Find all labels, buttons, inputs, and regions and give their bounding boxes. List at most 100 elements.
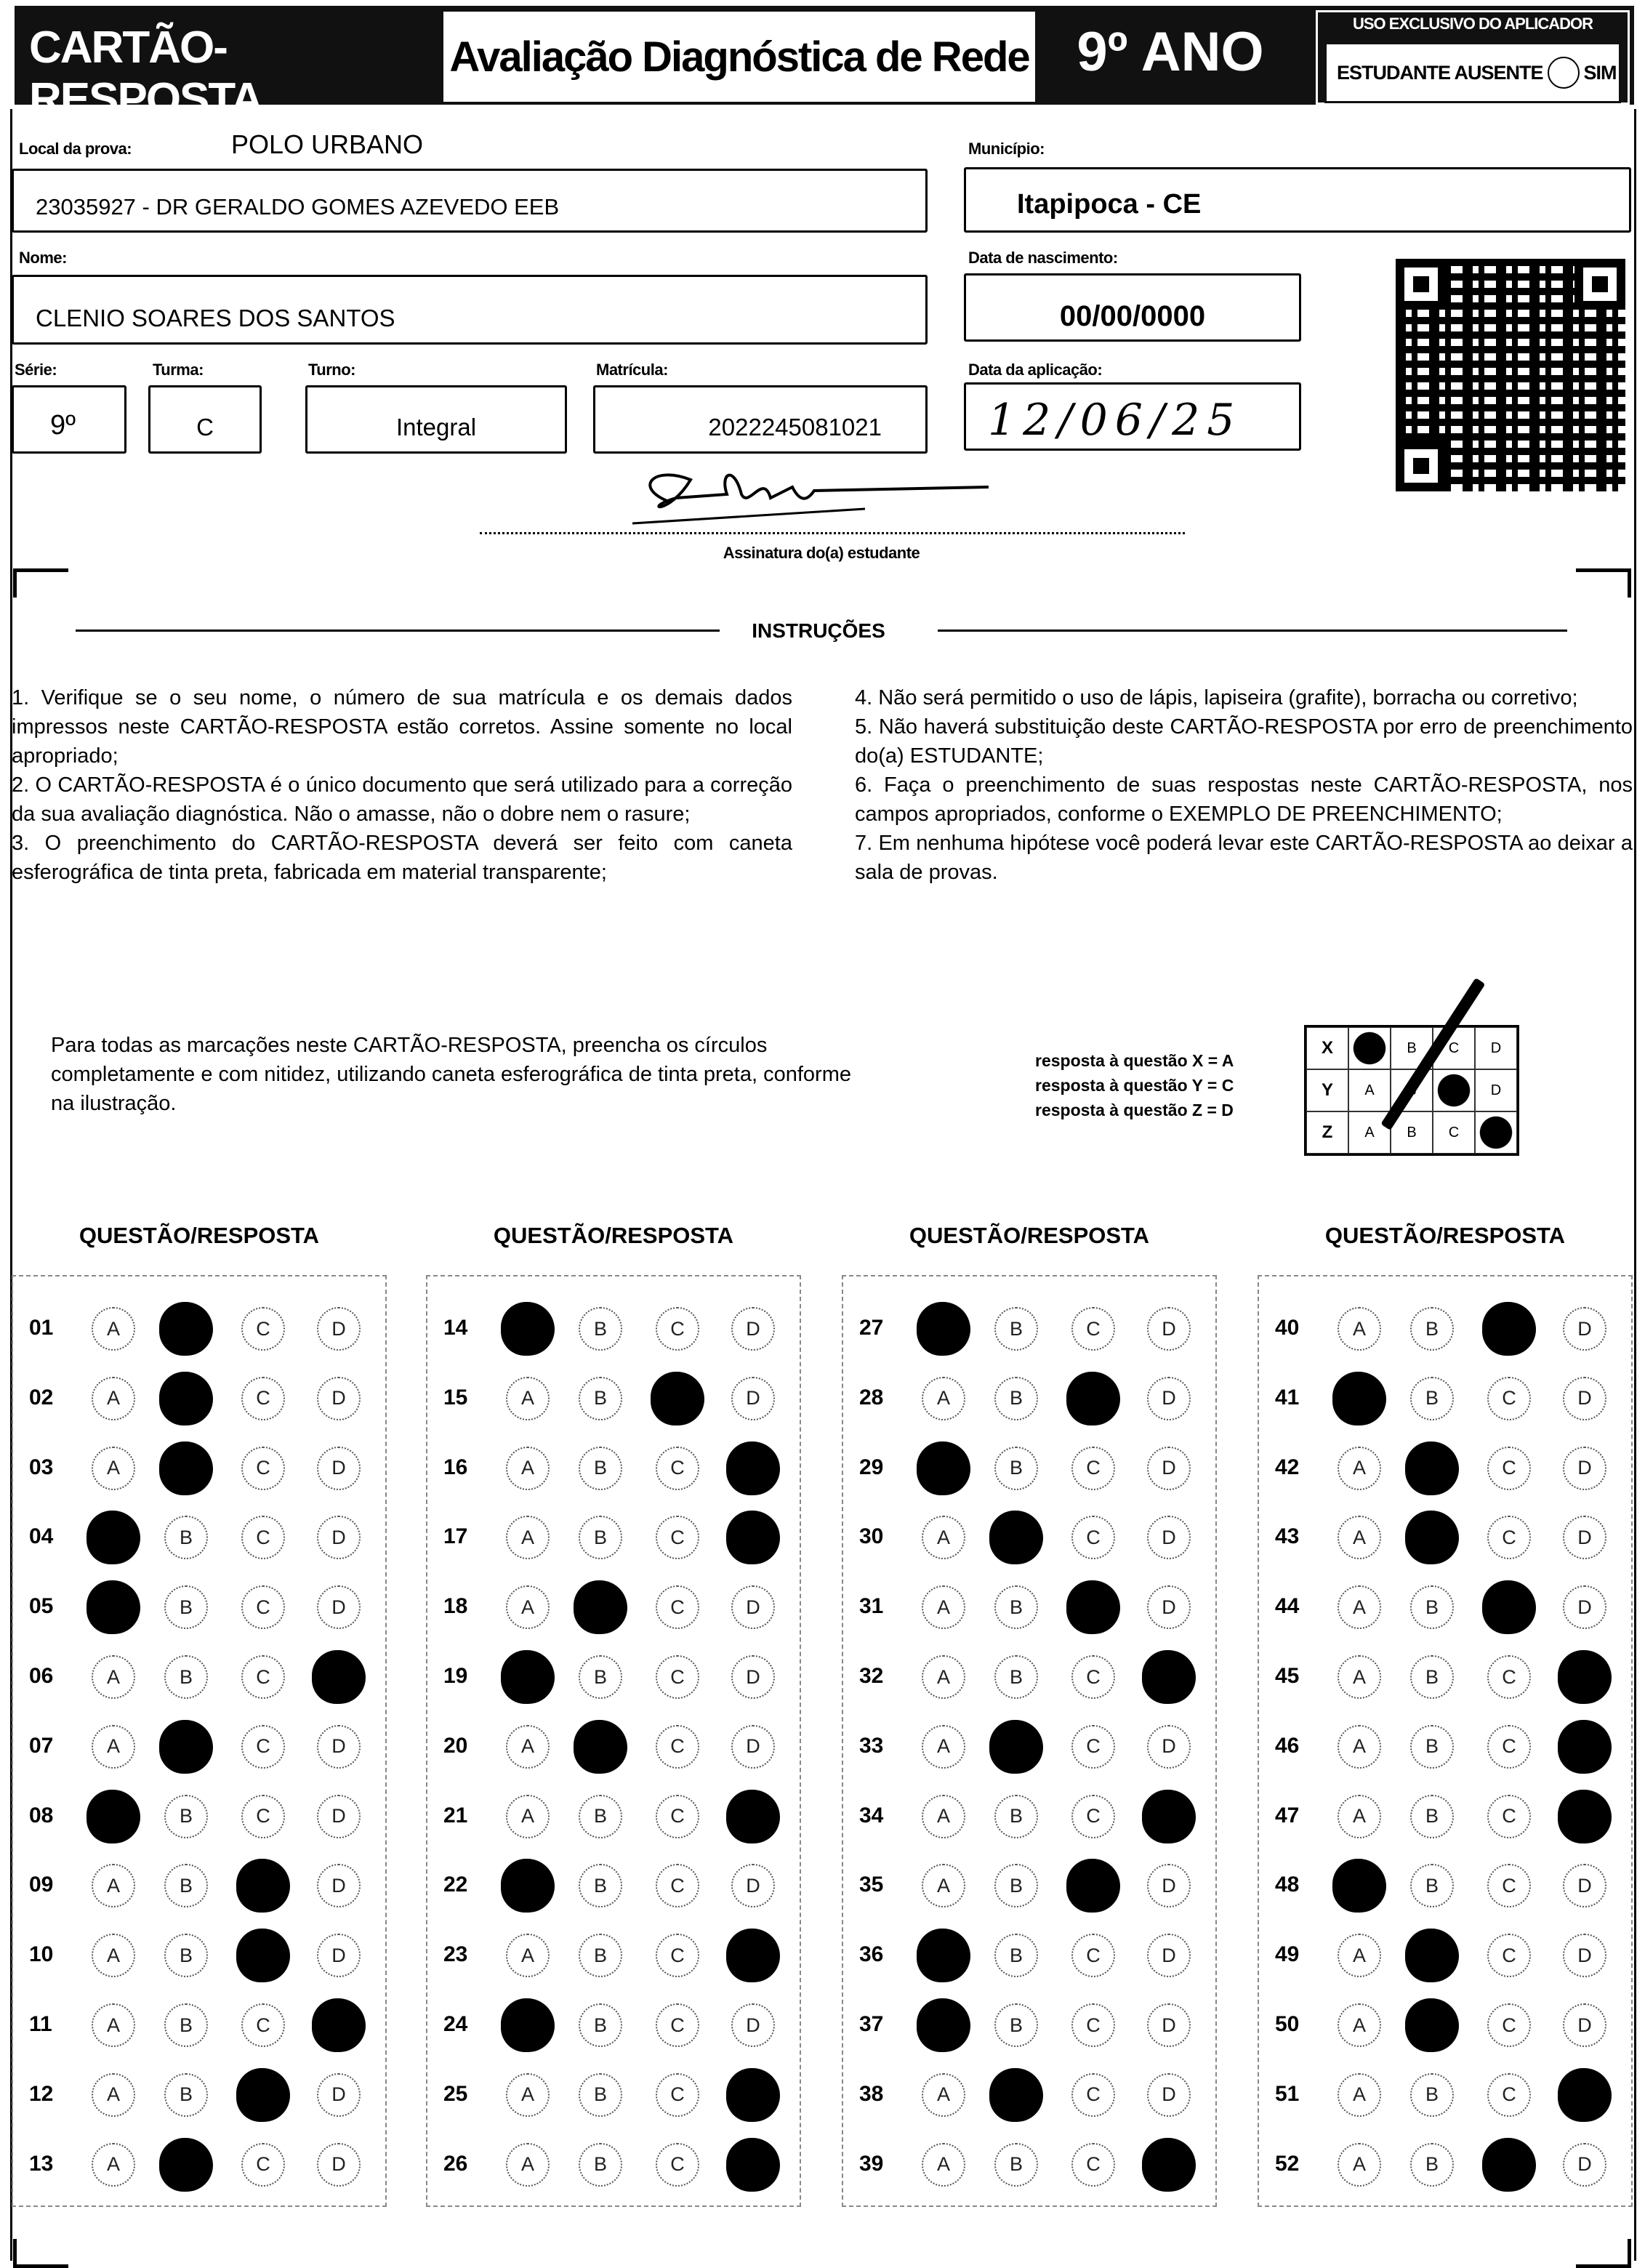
answer-bubble[interactable]: D <box>1147 1724 1191 1769</box>
answer-bubble-filled[interactable]: C <box>236 1859 290 1913</box>
answer-bubble[interactable]: D <box>731 1864 775 1908</box>
answer-bubble[interactable]: D <box>1563 2003 1606 2047</box>
answer-bubble-filled[interactable]: D <box>1142 2137 1196 2192</box>
answer-bubble[interactable]: B <box>579 1934 622 1978</box>
answer-bubble[interactable]: C <box>1071 1794 1115 1838</box>
answer-bubble[interactable]: B <box>994 1934 1038 1978</box>
answer-bubble[interactable]: B <box>1410 2072 1454 2117</box>
answer-bubble[interactable]: A <box>1338 2003 1381 2047</box>
answer-bubble-filled[interactable]: C <box>651 1371 704 1425</box>
answer-bubble[interactable]: D <box>731 1307 775 1351</box>
answer-bubble[interactable]: D <box>731 1585 775 1630</box>
answer-bubble[interactable]: A <box>92 2072 135 2117</box>
answer-bubble[interactable]: B <box>164 2003 208 2047</box>
answer-bubble[interactable]: D <box>1563 1307 1606 1351</box>
answer-bubble[interactable]: B <box>164 1585 208 1630</box>
answer-bubble[interactable]: C <box>1487 1864 1531 1908</box>
answer-bubble[interactable]: C <box>656 2142 699 2187</box>
answer-bubble[interactable]: B <box>164 1516 208 1560</box>
answer-bubble[interactable]: A <box>506 1376 550 1420</box>
answer-bubble[interactable]: B <box>1410 1655 1454 1699</box>
answer-bubble[interactable]: B <box>579 1864 622 1908</box>
answer-bubble[interactable]: C <box>1487 1516 1531 1560</box>
answer-bubble[interactable]: C <box>1071 1934 1115 1978</box>
answer-bubble[interactable]: D <box>1563 2142 1606 2187</box>
answer-bubble[interactable]: C <box>1487 1794 1531 1838</box>
answer-bubble[interactable]: A <box>922 1585 965 1630</box>
answer-bubble[interactable]: A <box>1338 1585 1381 1630</box>
answer-bubble[interactable]: B <box>164 1934 208 1978</box>
answer-bubble[interactable]: C <box>1487 1724 1531 1769</box>
answer-bubble[interactable]: A <box>506 1446 550 1490</box>
answer-bubble[interactable]: C <box>656 2072 699 2117</box>
answer-bubble-filled[interactable]: A <box>501 1859 555 1913</box>
answer-bubble[interactable]: B <box>579 1307 622 1351</box>
answer-bubble[interactable]: B <box>579 1655 622 1699</box>
answer-bubble-filled[interactable]: A <box>1332 1371 1386 1425</box>
answer-bubble[interactable]: C <box>1071 1307 1115 1351</box>
answer-bubble[interactable]: C <box>1487 2003 1531 2047</box>
answer-bubble-filled[interactable]: B <box>159 2137 213 2192</box>
answer-bubble[interactable]: D <box>1563 1585 1606 1630</box>
answer-bubble[interactable]: B <box>579 1516 622 1560</box>
answer-bubble[interactable]: B <box>579 2072 622 2117</box>
answer-bubble[interactable]: D <box>1147 2072 1191 2117</box>
answer-bubble[interactable]: B <box>164 1794 208 1838</box>
answer-bubble-filled[interactable]: B <box>1405 1441 1459 1495</box>
answer-bubble[interactable]: C <box>1071 2142 1115 2187</box>
answer-bubble[interactable]: C <box>656 1724 699 1769</box>
answer-bubble-filled[interactable]: B <box>989 1719 1043 1774</box>
answer-bubble-filled[interactable]: B <box>989 2067 1043 2122</box>
answer-bubble[interactable]: A <box>922 1376 965 1420</box>
answer-bubble[interactable]: A <box>1338 1724 1381 1769</box>
answer-bubble-filled[interactable]: B <box>1405 1929 1459 1983</box>
answer-bubble[interactable]: B <box>1410 1864 1454 1908</box>
answer-bubble-filled[interactable]: B <box>159 1371 213 1425</box>
answer-bubble[interactable]: B <box>1410 1724 1454 1769</box>
answer-bubble[interactable]: C <box>1487 2072 1531 2117</box>
answer-bubble-filled[interactable]: D <box>726 1441 780 1495</box>
answer-bubble[interactable]: C <box>241 2142 285 2187</box>
answer-bubble[interactable]: B <box>994 1585 1038 1630</box>
answer-bubble[interactable]: D <box>1563 1864 1606 1908</box>
answer-bubble[interactable]: B <box>164 2072 208 2117</box>
answer-bubble[interactable]: C <box>1071 2072 1115 2117</box>
answer-bubble-filled[interactable]: D <box>1558 1650 1612 1704</box>
answer-bubble[interactable]: A <box>92 1655 135 1699</box>
answer-bubble[interactable]: C <box>1071 1724 1115 1769</box>
answer-bubble-filled[interactable]: B <box>1405 1998 1459 2052</box>
answer-bubble[interactable]: B <box>994 1864 1038 1908</box>
answer-bubble[interactable]: D <box>731 1376 775 1420</box>
answer-bubble[interactable]: C <box>656 1864 699 1908</box>
answer-bubble-filled[interactable]: D <box>1558 1719 1612 1774</box>
answer-bubble-filled[interactable]: C <box>1482 1302 1536 1356</box>
answer-bubble[interactable]: A <box>92 1934 135 1978</box>
answer-bubble-filled[interactable]: A <box>917 1441 970 1495</box>
answer-bubble[interactable]: C <box>241 1655 285 1699</box>
answer-bubble[interactable]: C <box>656 1585 699 1630</box>
answer-bubble[interactable]: C <box>241 1376 285 1420</box>
answer-bubble-filled[interactable]: D <box>1142 1789 1196 1843</box>
answer-bubble[interactable]: C <box>1487 1446 1531 1490</box>
answer-bubble[interactable]: A <box>922 1794 965 1838</box>
answer-bubble-filled[interactable]: D <box>726 1511 780 1565</box>
answer-bubble[interactable]: A <box>922 1724 965 1769</box>
answer-bubble[interactable]: A <box>1338 1934 1381 1978</box>
answer-bubble[interactable]: B <box>994 1376 1038 1420</box>
answer-bubble[interactable]: D <box>317 2072 361 2117</box>
answer-bubble[interactable]: A <box>1338 2072 1381 2117</box>
answer-bubble[interactable]: D <box>317 1794 361 1838</box>
answer-bubble-filled[interactable]: D <box>726 2067 780 2122</box>
answer-bubble-filled[interactable]: D <box>726 1789 780 1843</box>
answer-bubble[interactable]: B <box>994 1655 1038 1699</box>
answer-bubble[interactable]: C <box>656 1934 699 1978</box>
answer-bubble[interactable]: B <box>1410 1376 1454 1420</box>
answer-bubble[interactable]: A <box>92 1724 135 1769</box>
answer-bubble[interactable]: C <box>241 2003 285 2047</box>
answer-bubble[interactable]: B <box>1410 1307 1454 1351</box>
answer-bubble[interactable]: C <box>1071 1655 1115 1699</box>
answer-bubble[interactable]: B <box>994 1446 1038 1490</box>
answer-bubble-filled[interactable]: A <box>1332 1859 1386 1913</box>
answer-bubble[interactable]: A <box>922 1655 965 1699</box>
answer-bubble[interactable]: A <box>922 1516 965 1560</box>
